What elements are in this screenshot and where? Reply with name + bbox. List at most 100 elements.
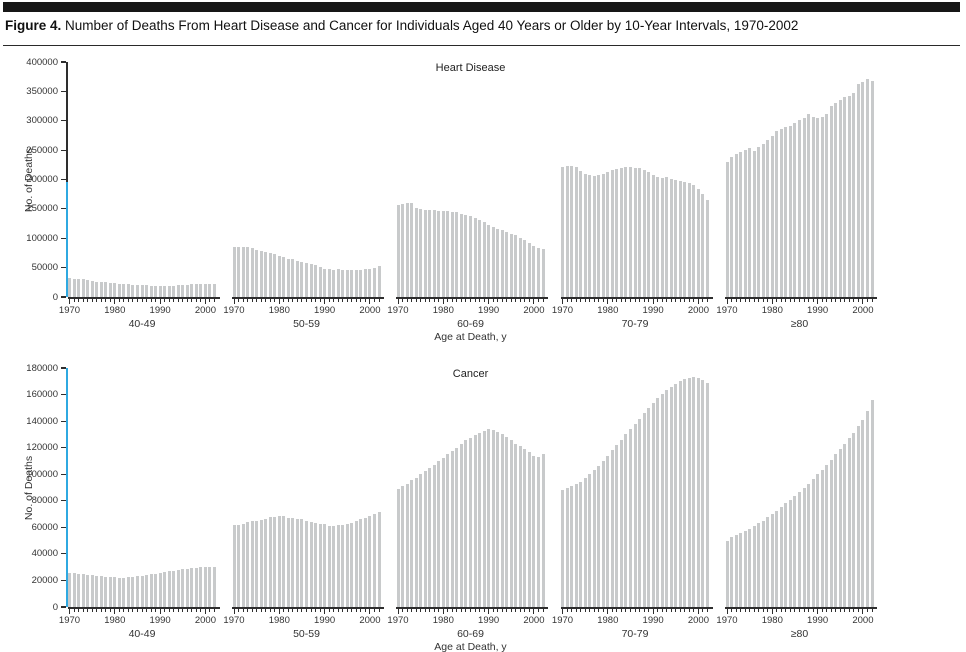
x-tick — [233, 608, 235, 614]
x-tick — [260, 608, 262, 612]
x-tick — [812, 298, 814, 302]
x-tick — [296, 608, 298, 612]
bar — [464, 214, 468, 297]
x-tick — [666, 608, 668, 612]
y-tick — [61, 393, 66, 396]
x-tick — [238, 298, 240, 302]
bar — [86, 574, 90, 607]
bar — [579, 170, 583, 297]
x-tick — [373, 608, 375, 612]
chart-heart-disease: Heart Disease No. of Deaths 400000 350000 30… — [0, 57, 966, 353]
x-tick — [693, 608, 695, 612]
bar — [725, 161, 729, 297]
x-tick — [688, 298, 690, 302]
bar — [838, 99, 842, 297]
y-tick — [61, 553, 66, 555]
bar — [318, 267, 322, 297]
x-tick — [301, 298, 303, 302]
bar — [592, 175, 596, 297]
x-tick — [501, 298, 503, 302]
bar — [446, 211, 450, 297]
bar — [259, 519, 263, 607]
bar — [350, 523, 354, 607]
bar — [696, 378, 700, 607]
bar — [766, 140, 770, 297]
x-tick — [269, 608, 271, 612]
bar — [660, 393, 664, 607]
x-tick — [707, 608, 708, 612]
x-tick — [803, 608, 805, 612]
x-tick — [100, 608, 102, 612]
bar — [309, 522, 313, 607]
y-tick-label: 160000 — [26, 389, 58, 401]
x-tick — [794, 298, 796, 302]
bar — [487, 225, 491, 297]
bar — [213, 567, 216, 607]
x-tick — [474, 608, 476, 612]
bar — [332, 526, 336, 607]
y-tick-label: 20000 — [31, 574, 58, 586]
x-tick — [657, 298, 659, 302]
bar — [264, 518, 268, 607]
x-tick — [542, 298, 544, 302]
x-tick — [287, 298, 289, 302]
x-tick — [460, 298, 462, 302]
bar — [561, 490, 564, 607]
bar — [194, 284, 198, 297]
x-tick — [675, 608, 677, 612]
bar — [203, 566, 207, 607]
x-tick — [598, 608, 600, 612]
x-tick — [693, 298, 695, 302]
x-tick — [306, 608, 307, 612]
x-tick — [515, 608, 517, 612]
x-tick — [767, 608, 769, 612]
x-tick — [319, 298, 321, 302]
x-tick — [789, 608, 791, 612]
bar — [396, 204, 400, 297]
bar-panel-≥80 — [725, 62, 874, 297]
x-tick — [506, 298, 508, 302]
x-tick — [593, 298, 595, 302]
x-tick — [744, 298, 746, 302]
bar — [579, 481, 583, 607]
bar — [748, 148, 752, 297]
bar — [291, 518, 295, 607]
bar — [464, 440, 468, 607]
x-tick — [319, 608, 321, 612]
x-tick — [465, 298, 467, 302]
x-tick — [150, 298, 152, 302]
bar — [305, 262, 308, 297]
bar — [68, 572, 71, 607]
y-tick — [61, 149, 66, 151]
x-tick — [753, 298, 755, 302]
y-tick — [61, 500, 66, 502]
bar — [469, 437, 472, 607]
x-tick — [575, 298, 577, 302]
bar — [482, 222, 486, 297]
y-tick-label: 50000 — [31, 262, 58, 274]
bar — [500, 230, 504, 297]
x-tick — [488, 608, 490, 614]
bar — [126, 284, 130, 297]
x-tick — [528, 298, 530, 302]
x-tick — [821, 608, 823, 612]
x-tick-label: 1980 — [597, 615, 619, 626]
bar — [748, 528, 752, 607]
bar — [273, 254, 277, 297]
x-tick — [433, 608, 435, 612]
bar — [241, 246, 245, 297]
x-tick — [204, 608, 206, 614]
bar — [135, 576, 139, 607]
x-tick — [826, 298, 828, 302]
x-tick — [364, 608, 366, 612]
x-tick — [159, 608, 161, 614]
x-tick — [355, 298, 357, 302]
x-tick — [460, 608, 462, 612]
x-tick — [629, 608, 631, 612]
bar — [282, 516, 286, 607]
x-tick — [127, 608, 129, 612]
x-tick-label: 1980 — [432, 615, 454, 626]
chart-cancer: Cancer No. of Deaths 180000 160000 140000 120… — [0, 363, 966, 652]
x-tick — [589, 298, 591, 302]
x-tick — [73, 298, 75, 302]
